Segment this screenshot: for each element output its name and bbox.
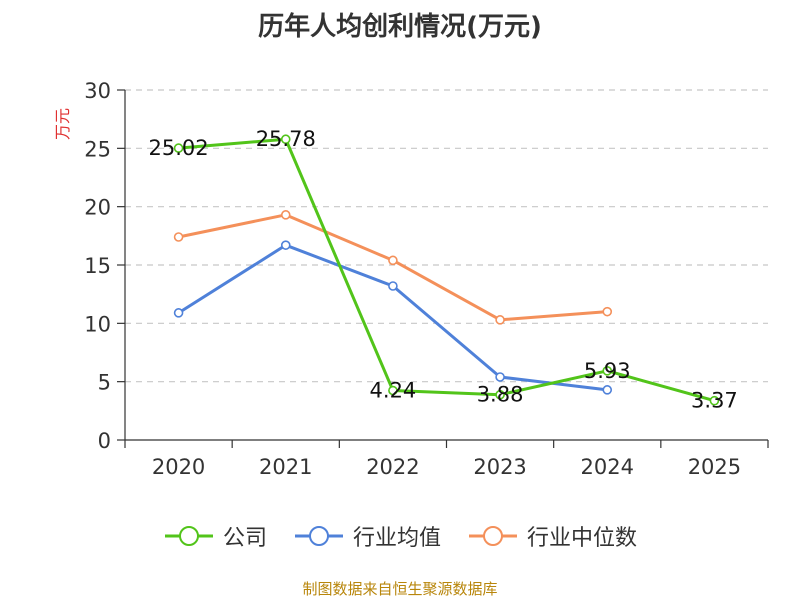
chart-title: 历年人均创利情况(万元) [258, 12, 542, 42]
data-point [173, 143, 184, 153]
x-tick-label: 2023 [473, 455, 526, 479]
legend-label: 公司 [222, 526, 267, 551]
data-point [280, 134, 291, 145]
y-tick-label: 5 [98, 371, 111, 395]
series [173, 134, 720, 406]
data-point [495, 389, 505, 400]
data-point [602, 306, 613, 317]
series-line [178, 137, 715, 403]
y-tick-label: 30 [84, 79, 111, 103]
series-line [178, 213, 608, 322]
x-tick-label: 2021 [259, 455, 312, 479]
data-point [173, 232, 184, 242]
y-tick-label: 10 [84, 312, 111, 336]
y-tick-label: 0 [98, 429, 111, 453]
data-labels: 25.02 25.78 4.24 3.88 5.93 3.37 [149, 127, 738, 412]
x-tick-label: 2024 [581, 455, 634, 479]
data-point [388, 385, 398, 396]
data-label: 5.93 [584, 359, 631, 383]
gridlines [125, 89, 768, 383]
legend-line-marker-icon [294, 526, 343, 546]
data-label: 3.88 [477, 383, 524, 407]
data-label: 25.02 [149, 136, 209, 160]
data-label: 4.24 [370, 379, 417, 403]
data-point [602, 385, 613, 395]
legend-item[interactable]: 行业中位数 [467, 520, 637, 552]
x-tick-label: 2025 [688, 455, 741, 479]
legend-item[interactable]: 行业均值 [293, 520, 441, 552]
y-tick-label: 15 [84, 254, 111, 278]
x-tick-label: 2022 [366, 455, 419, 479]
y-axis-label: 万元 [53, 108, 72, 140]
data-point [388, 255, 398, 266]
legend-label: 行业中位数 [527, 526, 638, 551]
legend-line-marker-icon [469, 526, 517, 546]
legend: 公司 行业均值 行业中位数 [0, 520, 800, 552]
data-point [709, 395, 720, 406]
data-label: 3.37 [691, 389, 738, 413]
data-point [280, 240, 291, 250]
data-point [388, 281, 398, 291]
footer-note: 制图数据来自恒生聚源数据库 [302, 580, 498, 598]
legend-item[interactable]: 公司 [163, 520, 267, 552]
data-point [602, 366, 613, 376]
x-tick-label: 2020 [152, 455, 205, 479]
data-point [495, 372, 505, 382]
legend-label: 行业均值 [352, 526, 441, 551]
y-tick-label: 20 [84, 196, 111, 220]
data-label: 25.78 [256, 127, 316, 151]
y-tick-label: 25 [84, 137, 111, 161]
data-point [173, 308, 184, 318]
legend-line-marker-icon [164, 526, 213, 546]
data-point [495, 315, 505, 325]
data-point [280, 210, 291, 220]
